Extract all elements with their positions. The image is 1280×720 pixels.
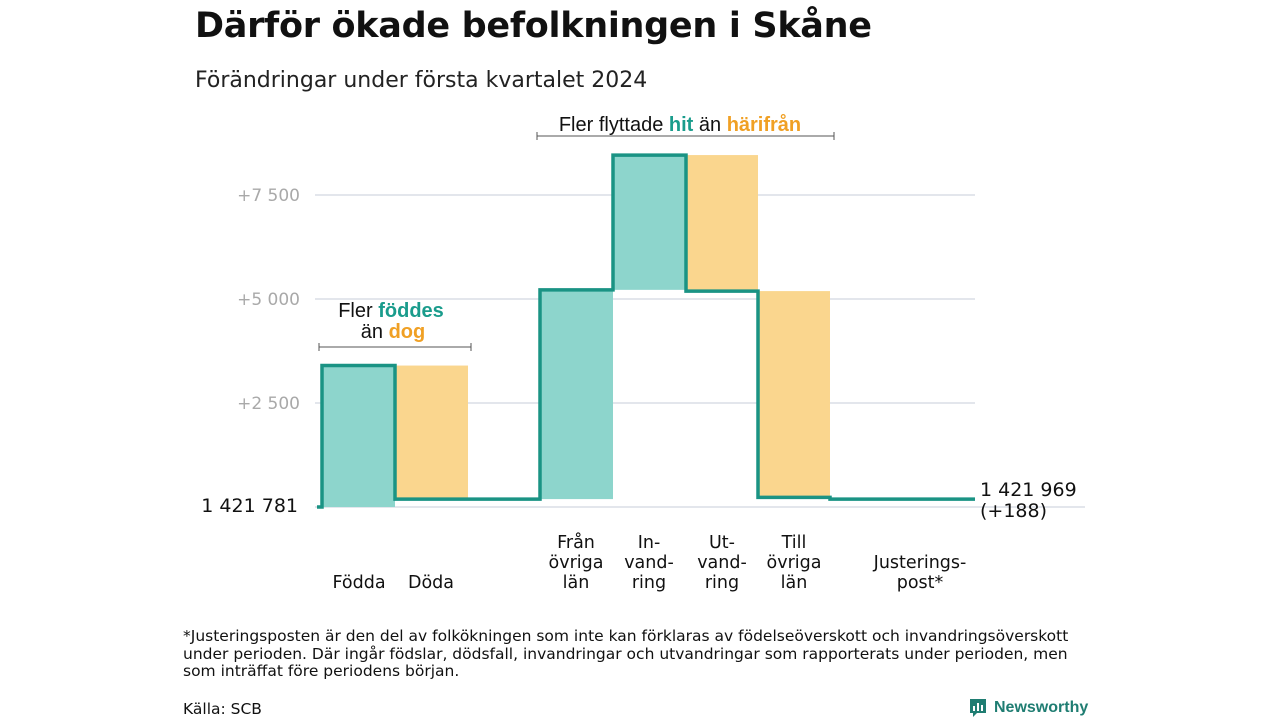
- y-tick-label-0: +2 500: [237, 394, 300, 414]
- annotation-natural-line2: än dog: [361, 321, 425, 343]
- category-label-1-line-0: Döda: [408, 573, 454, 593]
- category-labels: Födda DödaFrånövrigalänIn-vand-ringUt-van…: [332, 532, 966, 593]
- bar-4: [686, 155, 758, 292]
- bar-2: [540, 289, 613, 500]
- source-label: Källa: SCB: [183, 700, 262, 718]
- category-label-2-line-1: övriga: [549, 553, 604, 573]
- category-label-6-line-1: post*: [897, 573, 944, 593]
- y-tick-labels: +2 500 +5 000 +7 500: [237, 186, 300, 414]
- annotation-natural-line1: Fler föddes: [338, 300, 444, 322]
- annotation-bracket-migration: [536, 132, 835, 140]
- y-tick-label-1: +5 000: [237, 290, 300, 310]
- bar-1: [395, 365, 468, 500]
- bar-3: [613, 155, 686, 290]
- category-label-2-line-0: Från: [557, 532, 595, 553]
- start-value-label: 1 421 781: [201, 495, 298, 517]
- cumulative-step-line: [317, 153, 975, 509]
- category-label-3-line-2: ring: [632, 573, 666, 593]
- end-value-label-2: (+188): [980, 500, 1047, 522]
- step-line: [317, 153, 975, 509]
- highlight-fodda: föddes: [378, 300, 444, 322]
- category-label-6-line-0: Justerings-: [873, 553, 967, 573]
- annotation-migration: Fler flyttade hit än härifrån: [536, 113, 835, 140]
- highlight-harifran: härifrån: [727, 113, 801, 136]
- category-label-5-line-1: övriga: [767, 553, 822, 573]
- footnote: *Justeringsposten är den del av folkökni…: [183, 627, 1069, 680]
- category-label-4-line-2: ring: [705, 573, 739, 593]
- category-label-3-line-0: In-: [638, 533, 661, 553]
- bars: [322, 155, 830, 507]
- category-label-5-line-0: Till: [781, 533, 807, 553]
- bar-5: [758, 291, 830, 498]
- category-label-4-line-1: vand-: [697, 553, 747, 573]
- waterfall-chart: +2 500 +5 000 +7 500 Fler föddes än dog Fl…: [201, 113, 1085, 593]
- annotation-natural: Fler föddes än dog: [318, 300, 472, 351]
- bar-0: [322, 365, 395, 507]
- category-label-0-line-0: Födda: [332, 573, 385, 593]
- chart-title: Därför ökade befolkningen i Skåne: [195, 6, 872, 46]
- newsworthy-icon: [970, 699, 986, 717]
- category-label-3-line-1: vand-: [624, 553, 674, 573]
- annotation-bracket-natural: [318, 343, 472, 351]
- brand-name: Newsworthy: [994, 699, 1089, 716]
- end-value-label-1: 1 421 969: [980, 479, 1077, 501]
- category-label-4-line-0: Ut-: [709, 533, 735, 553]
- annotation-migration-text: Fler flyttade hit än härifrån: [559, 113, 801, 136]
- y-tick-label-2: +7 500: [237, 186, 300, 206]
- chart-subtitle: Förändringar under första kvartalet 2024: [195, 68, 648, 93]
- highlight-doda: dog: [389, 321, 426, 343]
- highlight-hit: hit: [669, 114, 694, 136]
- brand-logo: Newsworthy: [968, 697, 1088, 719]
- category-label-2-line-2: län: [563, 573, 590, 593]
- category-label-5-line-2: län: [781, 573, 808, 593]
